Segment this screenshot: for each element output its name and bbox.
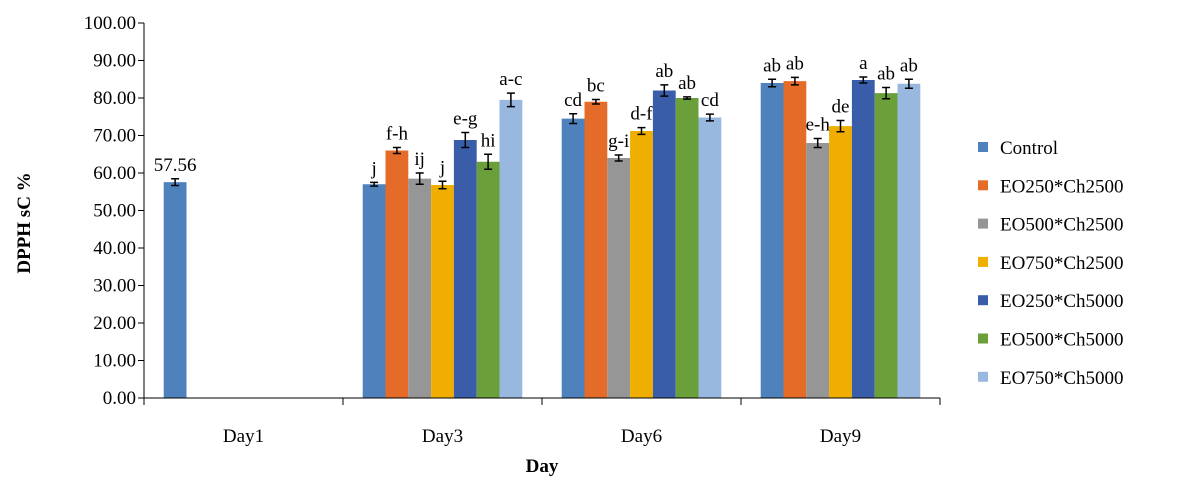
x-tick-label: Day3 — [422, 426, 463, 447]
y-tick-label: 0.00 — [103, 388, 136, 409]
bar — [829, 126, 852, 398]
significance-label: hi — [481, 130, 496, 151]
legend-label: EO500*Ch2500 — [1000, 215, 1124, 236]
significance-label: cd — [564, 90, 582, 111]
significance-label: ab — [900, 55, 918, 76]
significance-label: e-g — [453, 109, 478, 130]
significance-label: j — [439, 157, 445, 178]
x-axis-ticks: Day1 Day3 Day6 Day9 — [143, 398, 941, 447]
y-tick-label: 40.00 — [93, 238, 136, 259]
legend-label: EO250*Ch5000 — [1000, 291, 1124, 312]
significance-label: g-i — [608, 131, 629, 152]
bar — [561, 118, 585, 398]
legend-label: EO750*Ch5000 — [1000, 368, 1124, 389]
legend-label: Control — [1000, 138, 1058, 159]
bar — [897, 83, 921, 398]
bar — [698, 117, 722, 398]
significance-label: 57.56 — [154, 155, 197, 176]
bar — [584, 101, 608, 398]
significance-label: ab — [678, 73, 696, 94]
bar — [760, 83, 784, 398]
significance-label: a — [859, 53, 868, 74]
bar — [362, 184, 386, 398]
legend-swatch — [978, 371, 988, 382]
x-tick-label: Day6 — [621, 426, 662, 447]
x-axis-title: Day — [526, 456, 559, 477]
legend-label: EO500*Ch5000 — [1000, 330, 1124, 351]
significance-label: e-h — [806, 115, 831, 136]
bar — [851, 80, 875, 398]
bar — [499, 99, 523, 398]
y-axis-title: DPPH sC % — [14, 172, 35, 273]
legend-label: EO750*Ch2500 — [1000, 253, 1124, 274]
legend-swatch — [978, 295, 988, 306]
significance-label: cd — [701, 90, 719, 111]
x-tick-label: Day1 — [223, 426, 264, 447]
y-tick-label: 50.00 — [93, 201, 136, 222]
significance-label: f-h — [386, 124, 409, 145]
legend-swatch — [978, 142, 988, 152]
bar — [783, 81, 807, 398]
significance-label: j — [370, 158, 376, 179]
bar — [163, 182, 187, 398]
y-tick-label: 80.00 — [93, 88, 136, 109]
legend-swatch — [978, 256, 988, 267]
bar — [408, 178, 432, 398]
significance-label: ab — [786, 53, 804, 74]
significance-label: ab — [763, 55, 781, 76]
significance-label: ab — [655, 61, 673, 82]
legend-swatch — [978, 180, 988, 191]
bar — [476, 161, 500, 398]
bar — [607, 158, 631, 398]
bar — [431, 185, 454, 398]
significance-label: de — [832, 97, 850, 118]
y-tick-label: 20.00 — [93, 313, 136, 334]
y-tick-label: 90.00 — [93, 51, 136, 72]
bar — [806, 143, 830, 398]
y-tick-label: 10.00 — [93, 351, 136, 372]
bar — [874, 93, 898, 398]
y-axis-ticks: 0.00 10.00 20.00 30.00 40.00 50.00 60.00 70.00 8… — [84, 13, 144, 409]
bar — [652, 90, 676, 398]
significance-label: d-f — [630, 104, 653, 125]
legend-swatch — [978, 218, 988, 229]
y-tick-label: 70.00 — [93, 126, 136, 147]
legend-label: EO250*Ch2500 — [1000, 176, 1124, 197]
y-tick-label: 60.00 — [93, 163, 136, 184]
bar — [675, 98, 699, 398]
significance-label: bc — [587, 76, 605, 97]
significance-label: ij — [414, 149, 425, 170]
bar — [385, 150, 409, 398]
legend-swatch — [978, 333, 988, 344]
y-tick-label: 100.00 — [84, 13, 136, 34]
significance-label: ab — [877, 64, 895, 85]
legend: Control EO250*Ch2500 EO500*Ch2500 EO750*Ch2… — [978, 138, 1124, 389]
bars — [163, 80, 921, 398]
error-bars — [171, 76, 913, 190]
bar — [630, 131, 653, 398]
bar — [453, 140, 477, 398]
significance-label: a-c — [499, 69, 522, 90]
x-tick-label: Day9 — [820, 426, 861, 447]
y-tick-label: 30.00 — [93, 276, 136, 297]
